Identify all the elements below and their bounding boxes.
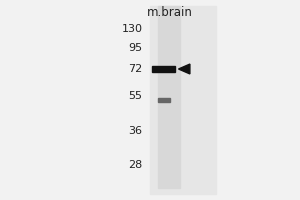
Polygon shape — [178, 64, 190, 74]
Bar — [152, 66, 175, 72]
Text: 28: 28 — [128, 160, 142, 170]
Bar — [158, 98, 169, 102]
Bar — [150, 6, 216, 194]
Text: 55: 55 — [128, 91, 142, 101]
Bar — [158, 6, 180, 188]
Text: m.brain: m.brain — [147, 6, 192, 19]
Text: 95: 95 — [128, 43, 142, 53]
Text: 36: 36 — [128, 126, 142, 136]
Text: 130: 130 — [122, 24, 142, 34]
Text: 72: 72 — [128, 64, 142, 74]
